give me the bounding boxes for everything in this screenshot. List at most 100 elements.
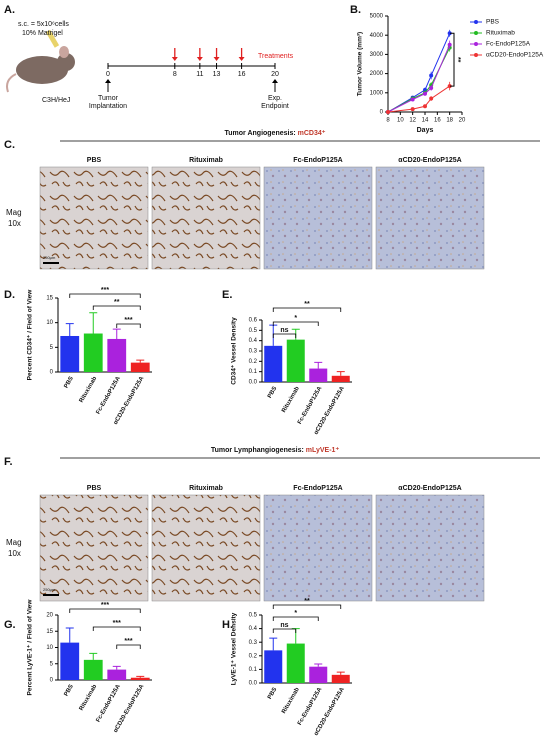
data-point — [410, 97, 415, 102]
significance-label: *** — [124, 317, 132, 324]
x-tick-label: Rituximab — [281, 386, 301, 414]
y-tick-label: 0.5 — [249, 613, 258, 619]
y-tick-label: 0.1 — [249, 667, 258, 673]
milestone-label: Exp. — [268, 95, 282, 102]
micrograph — [39, 494, 149, 602]
significance-label: ** — [454, 57, 461, 63]
series-line — [387, 85, 450, 113]
treatment-arrowhead — [171, 57, 178, 61]
milestone-label: Tumor — [98, 95, 119, 102]
bar — [130, 362, 150, 372]
bar — [107, 338, 127, 372]
data-point — [429, 96, 434, 101]
injection-text: 10% Matrigel — [22, 30, 63, 37]
error-bar — [65, 627, 74, 643]
y-axis-label: Tumor Volume (mm³) — [357, 32, 364, 96]
panel-label: B. — [350, 4, 361, 16]
error-bar — [336, 671, 345, 675]
treatments-label: Treatments — [258, 53, 294, 60]
y-tick-label: 0.5 — [249, 328, 258, 334]
legend-label: Fc-EndoP125A — [486, 41, 531, 48]
x-tick-label: 12 — [409, 118, 416, 124]
significance-label: * — [294, 610, 297, 617]
y-tick-label: 0.0 — [249, 681, 258, 687]
significance-bracket — [69, 293, 141, 298]
group-label: αCD20-EndoP125A — [398, 485, 461, 492]
data-point — [447, 42, 452, 47]
magnification: Mag — [6, 538, 22, 547]
y-tick-label: 10 — [46, 320, 53, 326]
data-point — [386, 110, 390, 114]
treatment-arrowhead — [196, 57, 203, 61]
treatment-arrowhead — [213, 57, 220, 61]
section-title-text: Tumor Angiogenesis: — [225, 130, 298, 137]
error-bar — [314, 361, 323, 369]
data-point — [447, 31, 452, 36]
significance-label: ns — [280, 327, 288, 334]
injection-text: s.c. = 5x10⁶cells — [18, 21, 69, 28]
significance-bracket — [69, 608, 141, 613]
timeline-day: 13 — [213, 71, 221, 78]
bar — [264, 650, 283, 683]
micrograph — [151, 494, 261, 602]
section-title: Tumor Lymphangiogenesis: mLyVE-1⁺ — [211, 447, 340, 454]
panel-label: G. — [4, 619, 16, 631]
x-tick-label: 8 — [386, 118, 390, 124]
milestone-arrowhead — [105, 79, 111, 83]
y-tick-label: 0.2 — [249, 359, 258, 365]
scale-bar — [43, 594, 59, 596]
significance-bracket — [116, 323, 141, 328]
timeline-day: 20 — [271, 71, 279, 78]
y-axis-label: LyVE-1⁺ Vessel Density — [231, 612, 238, 685]
micrograph — [263, 166, 373, 270]
panel-label: H. — [222, 619, 233, 631]
bar — [331, 375, 350, 382]
timeline-day: 8 — [173, 71, 177, 78]
error-bar — [65, 323, 74, 336]
bar — [107, 669, 127, 680]
y-tick-label: 0.2 — [249, 653, 258, 659]
x-tick-label: PBS — [267, 687, 278, 701]
significance-bracket — [92, 626, 141, 631]
bar — [83, 333, 103, 372]
y-axis-label: CD34⁺ Vessel Density — [231, 317, 238, 385]
y-tick-label: 0.6 — [249, 318, 258, 324]
bar — [60, 335, 80, 372]
significance-label: *** — [113, 620, 121, 627]
x-tick-label: 20 — [459, 118, 466, 124]
group-label: Rituximab — [189, 157, 223, 164]
magnification: Mag — [6, 208, 22, 217]
series-line — [387, 33, 451, 113]
significance-bracket — [272, 604, 342, 609]
micrograph — [151, 166, 261, 270]
significance-bracket — [272, 321, 319, 326]
y-tick-label: 5 — [50, 661, 54, 667]
y-tick-label: 0.3 — [249, 640, 258, 646]
micrograph — [39, 166, 149, 270]
significance-bracket — [272, 628, 297, 633]
legend-label: Rituximab — [486, 30, 515, 37]
y-tick-label: 10 — [46, 645, 53, 651]
error-bar — [89, 652, 98, 660]
legend-label: PBS — [486, 19, 500, 26]
significance-label: ns — [280, 622, 288, 629]
significance-bracket — [272, 616, 319, 621]
y-tick-label: 20 — [46, 613, 53, 619]
panel-label: C. — [4, 139, 15, 151]
significance-label: ** — [114, 299, 120, 306]
strain-label: C3H/HeJ — [42, 97, 70, 104]
section-marker: mLyVE-1⁺ — [306, 447, 340, 454]
group-label: Rituximab — [189, 485, 223, 492]
group-label: Fc-EndoP125A — [293, 157, 342, 164]
error-bar — [336, 371, 345, 376]
legend-marker — [474, 53, 478, 57]
treatment-arrowhead — [238, 57, 245, 61]
y-tick-label: 0.0 — [249, 380, 258, 386]
bar — [130, 677, 150, 680]
significance-bracket — [450, 32, 455, 87]
data-point — [410, 107, 415, 112]
legend-marker — [474, 31, 478, 35]
y-tick-label: 15 — [46, 296, 53, 302]
x-tick-label: Rituximab — [79, 376, 99, 404]
y-tick-label: 4000 — [370, 33, 384, 39]
